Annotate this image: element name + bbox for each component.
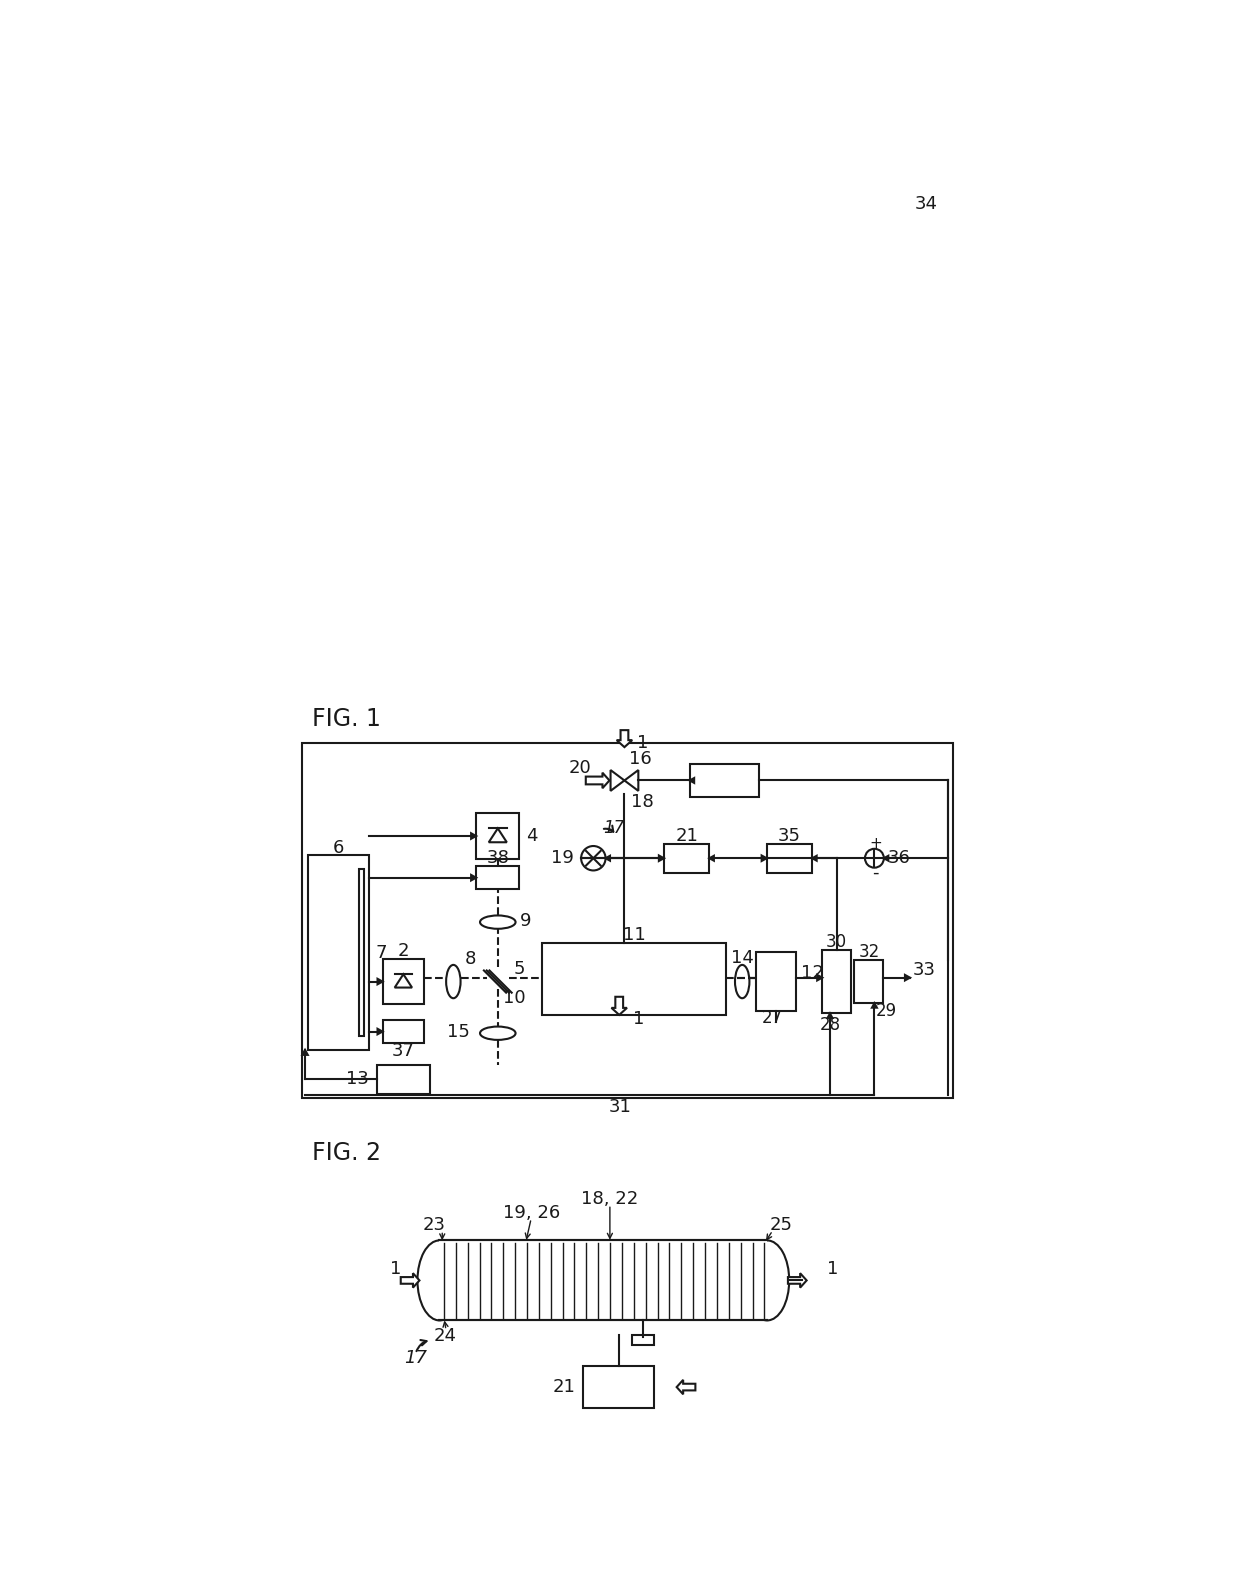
Text: 1: 1 bbox=[636, 734, 649, 752]
Text: 10: 10 bbox=[503, 988, 526, 1007]
Text: 31: 31 bbox=[609, 1097, 631, 1115]
Bar bbox=[822, 949, 851, 1014]
Polygon shape bbox=[611, 996, 627, 1015]
Text: 17: 17 bbox=[404, 1348, 427, 1367]
Text: 4: 4 bbox=[526, 827, 538, 845]
Bar bbox=[689, 764, 759, 797]
Polygon shape bbox=[709, 856, 714, 861]
Polygon shape bbox=[905, 974, 910, 981]
Polygon shape bbox=[761, 856, 766, 861]
Text: 18, 22: 18, 22 bbox=[582, 1189, 639, 1208]
Bar bbox=[439, 1241, 464, 1320]
Bar bbox=[476, 865, 520, 889]
Text: 32: 32 bbox=[858, 943, 879, 962]
Text: 1: 1 bbox=[634, 1011, 645, 1028]
Text: 15: 15 bbox=[448, 1023, 470, 1041]
Text: 1: 1 bbox=[389, 1260, 402, 1279]
Polygon shape bbox=[471, 875, 476, 881]
Polygon shape bbox=[401, 1273, 419, 1287]
Polygon shape bbox=[787, 1273, 807, 1287]
Text: 9: 9 bbox=[520, 913, 532, 930]
Text: 24: 24 bbox=[434, 1326, 456, 1345]
Text: 5: 5 bbox=[513, 960, 525, 979]
Text: 20: 20 bbox=[569, 759, 591, 777]
Text: 13: 13 bbox=[346, 1071, 370, 1088]
Polygon shape bbox=[471, 834, 476, 838]
Bar bbox=[631, 1336, 653, 1345]
Text: FIG. 2: FIG. 2 bbox=[311, 1140, 381, 1165]
Text: 38: 38 bbox=[486, 850, 510, 867]
Bar bbox=[476, 813, 520, 859]
Polygon shape bbox=[884, 856, 888, 861]
Polygon shape bbox=[489, 829, 507, 842]
Polygon shape bbox=[817, 974, 822, 981]
Text: 14: 14 bbox=[730, 949, 754, 968]
Text: 8: 8 bbox=[465, 951, 476, 968]
Bar bbox=[377, 1064, 430, 1094]
Text: 34: 34 bbox=[915, 194, 937, 213]
Bar bbox=[755, 952, 796, 1011]
Text: 2: 2 bbox=[398, 943, 409, 960]
Polygon shape bbox=[616, 729, 632, 747]
Text: 35: 35 bbox=[777, 827, 801, 845]
Text: 23: 23 bbox=[423, 1216, 445, 1233]
Polygon shape bbox=[658, 856, 663, 861]
Polygon shape bbox=[625, 771, 639, 791]
Bar bbox=[766, 843, 812, 873]
Polygon shape bbox=[585, 772, 609, 788]
Bar bbox=[743, 1241, 768, 1320]
Bar bbox=[308, 856, 370, 1050]
Polygon shape bbox=[827, 1014, 832, 1018]
Text: 21: 21 bbox=[553, 1378, 575, 1396]
Bar bbox=[542, 943, 725, 1015]
Text: FIG. 1: FIG. 1 bbox=[311, 707, 381, 731]
Bar bbox=[583, 1366, 655, 1408]
Bar bbox=[303, 742, 954, 1099]
Bar bbox=[358, 870, 365, 1036]
Polygon shape bbox=[872, 1003, 877, 1007]
Text: 27: 27 bbox=[763, 1009, 784, 1028]
Text: 25: 25 bbox=[770, 1216, 792, 1233]
Text: 7: 7 bbox=[376, 944, 387, 962]
Text: 33: 33 bbox=[913, 962, 935, 979]
Polygon shape bbox=[689, 778, 694, 783]
Polygon shape bbox=[610, 771, 625, 791]
Bar bbox=[854, 960, 883, 1003]
Text: 21: 21 bbox=[676, 827, 698, 845]
Polygon shape bbox=[812, 856, 817, 861]
Text: 19: 19 bbox=[551, 850, 574, 867]
Polygon shape bbox=[605, 856, 610, 861]
Bar bbox=[663, 843, 709, 873]
Polygon shape bbox=[377, 1030, 382, 1034]
Text: 17: 17 bbox=[604, 818, 625, 837]
Polygon shape bbox=[677, 1380, 696, 1394]
Text: 1: 1 bbox=[827, 1260, 838, 1279]
Text: 16: 16 bbox=[629, 750, 652, 769]
Text: 11: 11 bbox=[622, 925, 645, 944]
Text: 6: 6 bbox=[332, 838, 343, 857]
Text: 29: 29 bbox=[875, 1003, 897, 1020]
Text: 28: 28 bbox=[820, 1015, 841, 1034]
Text: 37: 37 bbox=[392, 1042, 415, 1060]
Text: 19, 26: 19, 26 bbox=[502, 1203, 559, 1222]
Text: 12: 12 bbox=[801, 965, 823, 982]
Bar bbox=[382, 958, 424, 1004]
Text: 30: 30 bbox=[826, 933, 847, 951]
Polygon shape bbox=[303, 1050, 308, 1055]
Text: -: - bbox=[872, 864, 879, 881]
Polygon shape bbox=[377, 979, 382, 984]
Polygon shape bbox=[394, 974, 412, 987]
Bar bbox=[382, 1020, 424, 1044]
Text: 36: 36 bbox=[888, 850, 910, 867]
Text: +: + bbox=[869, 837, 882, 851]
Text: 18: 18 bbox=[631, 793, 653, 810]
